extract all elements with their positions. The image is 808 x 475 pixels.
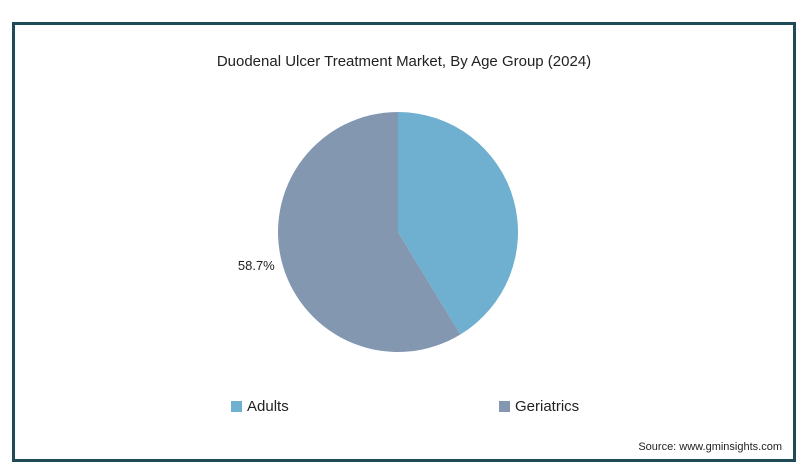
chart-title: Duodenal Ulcer Treatment Market, By Age …: [216, 53, 592, 70]
legend-label-geriatrics: Geriatrics: [515, 398, 580, 415]
pie-slice-geriatrics: [278, 112, 461, 352]
pie-data-labels: 58.7%: [238, 258, 275, 273]
legend-swatch-geriatrics: [499, 401, 510, 412]
legend-item-geriatrics: Geriatrics: [499, 398, 579, 415]
data-label-geriatrics: 58.7%: [238, 258, 275, 273]
source-note: Source: www.gminsights.com: [638, 441, 782, 453]
pie-slices: [278, 112, 518, 352]
legend: Adults Geriatrics: [0, 398, 808, 418]
legend-swatch-adults: [231, 401, 242, 412]
legend-item-adults: Adults: [231, 398, 289, 415]
legend-label-adults: Adults: [247, 398, 289, 415]
pie-slice-adults: [398, 112, 518, 335]
